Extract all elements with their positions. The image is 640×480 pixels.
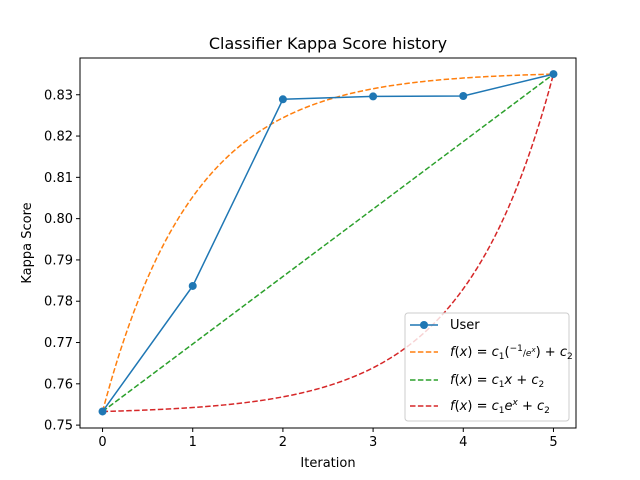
data-point-user (369, 92, 378, 101)
y-tick-label: 0.83 (44, 88, 73, 103)
legend-entry-exp: f(x) = c1ex + c2 (410, 398, 550, 416)
y-tick-label: 0.76 (44, 377, 73, 392)
y-tick-label: 0.79 (44, 253, 73, 268)
x-axis-ticks: 0 1 2 3 4 5 (98, 428, 558, 450)
y-tick-label: 0.81 (44, 171, 73, 186)
x-tick-label: 5 (549, 435, 557, 450)
y-tick-label: 0.77 (44, 336, 73, 351)
y-tick-label: 0.78 (44, 295, 73, 310)
legend-label-user: User (450, 318, 480, 333)
x-tick-label: 4 (459, 435, 467, 450)
series-line-neg-exp (101, 73, 554, 412)
legend-label-exp: f(x) = c1ex + c2 (450, 398, 550, 416)
legend-entry-user: User (410, 318, 480, 333)
y-axis-ticks: 0.75 0.76 0.77 0.78 0.79 0.80 0.81 0.82 0.83 (44, 88, 80, 434)
data-point-user (98, 407, 107, 416)
y-tick-label: 0.80 (44, 212, 73, 227)
y-axis-label: Kappa Score (20, 202, 35, 283)
data-point-user (188, 281, 197, 290)
x-tick-label: 0 (98, 435, 106, 450)
legend-entry-neg-exp: f(x) = c1(−1/ex) + c2 (410, 344, 573, 362)
series-line-user (101, 73, 554, 412)
series-line-linear (102, 73, 554, 413)
data-point-user (459, 91, 468, 100)
legend-label-linear: f(x) = c1x + c2 (450, 373, 544, 390)
x-axis-label: Iteration (300, 456, 355, 471)
chart-title: Classifier Kappa Score history (209, 34, 447, 53)
x-tick-label: 1 (189, 435, 197, 450)
user-series (98, 70, 558, 416)
plot-area (98, 70, 558, 416)
data-point-user (549, 70, 558, 79)
legend: User f(x) = c1(−1/ex) + c2 f(x) = c1x + … (404, 312, 573, 422)
y-tick-label: 0.75 (44, 419, 73, 434)
legend-label-neg-exp: f(x) = c1(−1/ex) + c2 (450, 344, 573, 362)
x-tick-label: 2 (279, 435, 287, 450)
data-point-user (278, 95, 287, 104)
legend-entry-linear: f(x) = c1x + c2 (410, 373, 544, 390)
legend-box (404, 312, 570, 422)
x-tick-label: 3 (369, 435, 377, 450)
plot-frame (79, 57, 577, 429)
y-tick-label: 0.82 (44, 130, 73, 145)
fit-curves (101, 73, 555, 413)
series-line-exp (102, 73, 555, 413)
